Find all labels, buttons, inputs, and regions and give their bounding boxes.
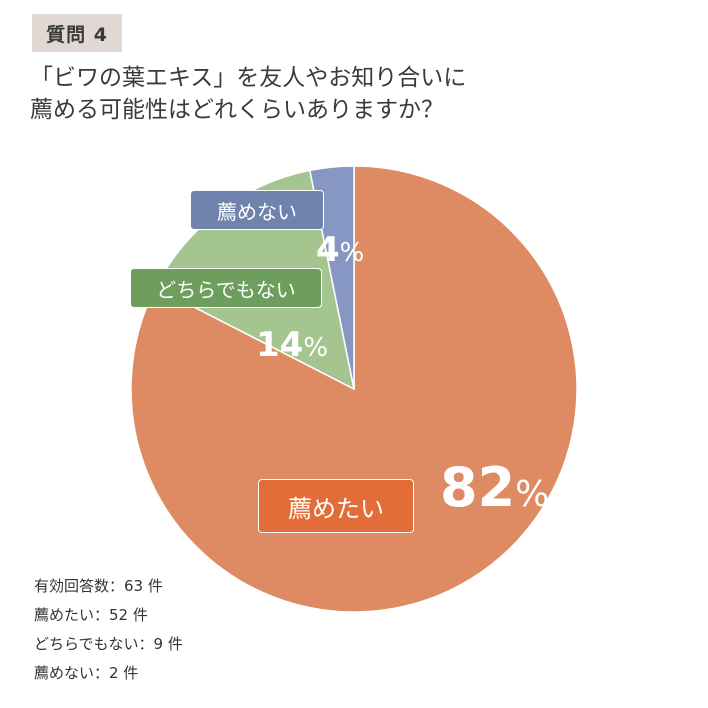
percent-not-recommend: 4% (316, 233, 364, 267)
count-neutral: どちらでもない：9 件 (34, 635, 183, 653)
response-counts: 有効回答数：63 件 薦めたい：52 件 どちらでもない：9 件 薦めない：2 … (34, 572, 183, 688)
question-line-2: 薦める可能性はどれくらいありますか？ (30, 97, 444, 123)
count-recommend: 薦めたい：52 件 (34, 606, 148, 624)
percent-unit: % (303, 333, 329, 363)
percent-unit: % (515, 474, 550, 515)
question-badge: 質問 4 (32, 14, 122, 52)
label-recommend: 薦めたい (258, 479, 414, 533)
label-neutral: どちらでもない (130, 268, 322, 308)
label-not-recommend: 薦めない (190, 190, 324, 230)
percent-unit: % (339, 238, 365, 268)
count-not-recommend: 薦めない：2 件 (34, 664, 139, 682)
percent-value: 4 (316, 230, 340, 270)
percent-neutral: 14% (256, 328, 328, 362)
count-total: 有効回答数：63 件 (34, 577, 163, 595)
question-line-1: 「ビワの葉エキス」を友人やお知り合いに (30, 65, 467, 91)
question-text: 「ビワの葉エキス」を友人やお知り合いに 薦める可能性はどれくらいありますか？ (30, 62, 670, 126)
percent-value: 14 (256, 325, 304, 365)
percent-value: 82 (440, 456, 516, 519)
percent-recommend: 82% (440, 461, 549, 515)
